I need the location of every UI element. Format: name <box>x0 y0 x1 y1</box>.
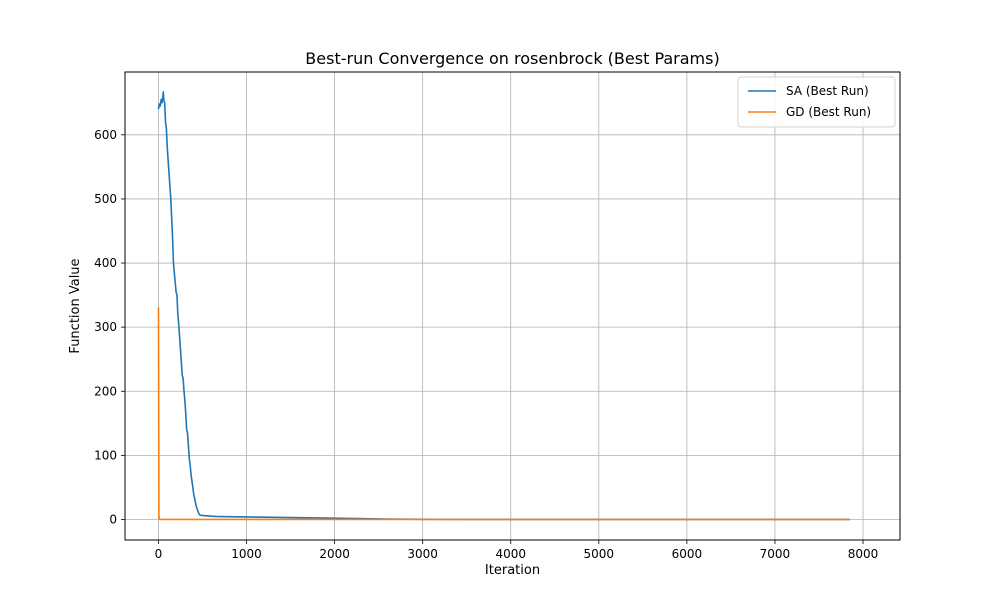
legend: SA (Best Run) GD (Best Run) <box>737 76 896 128</box>
legend-box <box>737 76 896 128</box>
x-tick-label: 0 <box>155 547 163 561</box>
series-line-sa <box>157 91 850 521</box>
x-tick-label: 4000 <box>495 547 526 561</box>
y-tick-label: 200 <box>94 384 117 398</box>
series-lines <box>157 91 850 521</box>
x-tick-label: 2000 <box>319 547 350 561</box>
x-tick-label: 6000 <box>672 547 703 561</box>
series-line-gd <box>157 307 850 521</box>
legend-label: GD (Best Run) <box>786 105 871 119</box>
axis-ticks: 0 1000 2000 3000 4000 5000 6000 7000 8000 0 100 200… <box>94 128 878 561</box>
gridlines <box>125 72 900 540</box>
y-tick-label: 500 <box>94 192 117 206</box>
y-tick-label: 300 <box>94 320 117 334</box>
y-tick-label: 600 <box>94 128 117 142</box>
y-axis-label: Function Value <box>68 258 83 353</box>
x-tick-label: 3000 <box>407 547 438 561</box>
chart-title: Best-run Convergence on rosenbrock (Best… <box>305 49 719 68</box>
x-tick-label: 1000 <box>231 547 262 561</box>
x-tick-label: 5000 <box>584 547 615 561</box>
x-axis-label: Iteration <box>485 563 540 578</box>
y-tick-label: 100 <box>94 448 117 462</box>
x-tick-label: 7000 <box>760 547 791 561</box>
y-tick-label: 400 <box>94 256 117 270</box>
x-tick-label: 8000 <box>848 547 879 561</box>
y-tick-label: 0 <box>109 512 117 526</box>
plot-area-frame <box>124 71 901 541</box>
legend-label: SA (Best Run) <box>786 84 869 98</box>
